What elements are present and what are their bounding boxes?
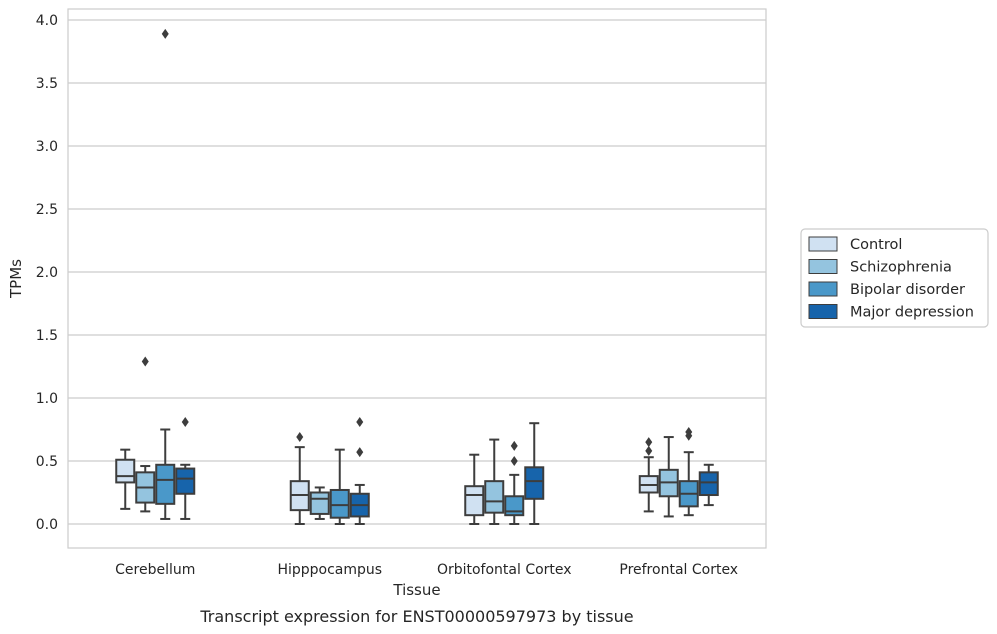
x-tick-label: Orbitofontal Cortex bbox=[437, 562, 572, 578]
box-body bbox=[484, 480, 505, 514]
box-bipolar-disorder bbox=[504, 440, 525, 525]
box-series-layer bbox=[115, 28, 719, 525]
outlier-point bbox=[356, 416, 364, 427]
outlier-point bbox=[141, 356, 149, 367]
box-major-depression bbox=[175, 416, 196, 520]
box-schizophrenia bbox=[484, 438, 505, 525]
y-tick-label: 2.0 bbox=[36, 265, 58, 281]
outlier-point bbox=[510, 456, 518, 466]
y-tick-label: 0.5 bbox=[36, 454, 58, 470]
legend-swatch bbox=[808, 304, 838, 319]
legend-item: Major depression bbox=[808, 304, 974, 321]
box-schizophrenia bbox=[135, 356, 156, 513]
box-major-depression bbox=[524, 422, 545, 525]
box-bipolar-disorder bbox=[155, 28, 176, 520]
outlier-point bbox=[356, 447, 364, 458]
legend-item: Control bbox=[808, 236, 902, 253]
outlier-point bbox=[645, 445, 653, 456]
legend-label: Bipolar disorder bbox=[850, 282, 965, 298]
y-tick-label: 0.0 bbox=[36, 517, 58, 533]
x-tick-label: Prefrontal Cortex bbox=[619, 562, 738, 578]
legend-swatch bbox=[808, 259, 838, 274]
box-body bbox=[175, 467, 196, 495]
box-control bbox=[289, 432, 310, 525]
x-axis-ticks: Cerebellum Hipppocampus Orbitofontal Corte… bbox=[115, 562, 738, 578]
box-body bbox=[115, 458, 136, 484]
x-axis-label: Tissue bbox=[392, 581, 440, 599]
legend: Control Schizophrenia Bipolar disorder Majo… bbox=[800, 228, 989, 328]
y-tick-label: 3.0 bbox=[36, 139, 58, 155]
box-schizophrenia bbox=[309, 486, 330, 520]
y-tick-label: 1.0 bbox=[36, 391, 58, 407]
outlier-point bbox=[181, 416, 189, 427]
box-control bbox=[115, 448, 136, 510]
box-schizophrenia bbox=[658, 436, 679, 518]
legend-label: Control bbox=[850, 237, 902, 253]
outlier-point bbox=[645, 437, 653, 448]
grid-lines bbox=[68, 19, 766, 525]
y-tick-label: 1.5 bbox=[36, 328, 58, 344]
y-tick-label: 3.5 bbox=[36, 76, 58, 92]
box-body bbox=[464, 485, 485, 517]
box-body bbox=[524, 466, 545, 500]
box-control bbox=[464, 453, 485, 525]
box-bipolar-disorder bbox=[329, 448, 350, 525]
outlier-point bbox=[685, 427, 693, 438]
y-tick-label: 2.5 bbox=[36, 202, 58, 218]
legend-item: Schizophrenia bbox=[808, 259, 952, 276]
y-axis-ticks: 0.0 0.5 1.0 1.5 2.0 2.5 3.0 3.5 4.0 bbox=[36, 13, 58, 533]
box-major-depression bbox=[349, 416, 370, 525]
legend-label: Major depression bbox=[850, 305, 974, 321]
box-body bbox=[698, 471, 719, 497]
y-axis-label: TPMs bbox=[7, 259, 25, 299]
box-control bbox=[638, 437, 659, 513]
box-body bbox=[309, 491, 330, 515]
box-body bbox=[329, 488, 350, 519]
outlier-point bbox=[296, 432, 304, 443]
legend-frame bbox=[800, 228, 989, 328]
box-bipolar-disorder bbox=[678, 427, 699, 517]
outlier-point bbox=[161, 28, 169, 39]
x-tick-label: Cerebellum bbox=[115, 562, 195, 578]
x-tick-label: Hipppocampus bbox=[277, 562, 382, 578]
legend-label: Schizophrenia bbox=[850, 260, 952, 276]
box-major-depression bbox=[698, 463, 719, 507]
box-body bbox=[155, 463, 176, 505]
legend-item: Bipolar disorder bbox=[808, 281, 965, 298]
outlier-point bbox=[510, 440, 518, 451]
chart-caption: Transcript expression for ENST0000059797… bbox=[199, 607, 633, 626]
y-tick-label: 4.0 bbox=[36, 13, 58, 29]
legend-swatch bbox=[808, 281, 838, 297]
legend-swatch bbox=[808, 236, 838, 252]
